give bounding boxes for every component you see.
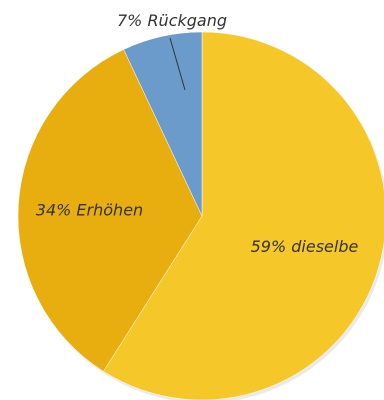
slice-label: 34% Erhöhen bbox=[36, 200, 143, 219]
leader-line bbox=[169, 37, 186, 91]
pie-slices bbox=[17, 31, 384, 400]
pie-slice bbox=[123, 31, 203, 217]
pie-slice bbox=[17, 49, 203, 372]
pie-leader-lines bbox=[169, 37, 186, 91]
slice-label: 7% Rückgang bbox=[117, 11, 227, 30]
slice-label: 59% dieselbe bbox=[251, 237, 359, 256]
pie-labels: 59% dieselbe 34% Erhöhen 7% Rückgang bbox=[36, 11, 359, 256]
